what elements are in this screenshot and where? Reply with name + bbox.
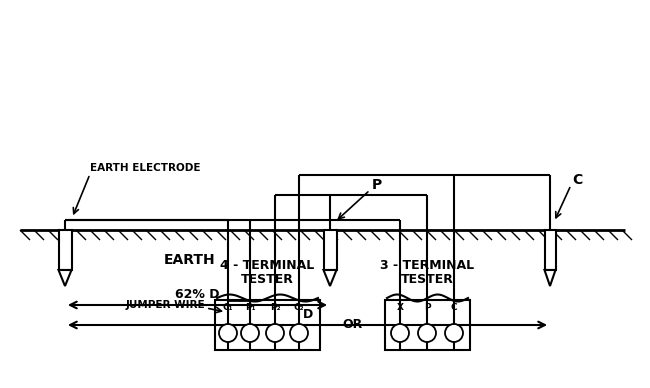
Circle shape	[241, 324, 259, 342]
Bar	[545, 230, 556, 270]
Text: EARTH: EARTH	[164, 253, 216, 267]
Circle shape	[445, 324, 463, 342]
Text: 62% D: 62% D	[176, 288, 220, 301]
Text: TESTER: TESTER	[241, 273, 294, 286]
Circle shape	[418, 324, 436, 342]
Bar	[324, 230, 337, 270]
Text: P: P	[424, 303, 430, 312]
Text: P₂: P₂	[270, 303, 280, 312]
Text: EARTH ELECTRODE: EARTH ELECTRODE	[90, 163, 200, 173]
Text: C₂: C₂	[294, 303, 304, 312]
Circle shape	[391, 324, 409, 342]
Text: P₁: P₁	[245, 303, 255, 312]
Polygon shape	[324, 270, 337, 286]
Bar	[58, 230, 72, 270]
Text: X: X	[396, 303, 404, 312]
Text: 3 - TERMINAL: 3 - TERMINAL	[380, 259, 474, 272]
Polygon shape	[545, 270, 556, 286]
Text: JUMPER WIRE: JUMPER WIRE	[125, 300, 205, 310]
Circle shape	[266, 324, 284, 342]
Polygon shape	[58, 270, 72, 286]
Circle shape	[290, 324, 308, 342]
Text: P: P	[372, 178, 382, 192]
Bar	[215, 300, 320, 350]
Text: C₁: C₁	[223, 303, 233, 312]
Bar	[385, 300, 470, 350]
Text: OR: OR	[343, 319, 363, 331]
Text: TESTER: TESTER	[401, 273, 454, 286]
Text: C: C	[450, 303, 458, 312]
Text: C: C	[572, 173, 582, 187]
Text: D: D	[302, 308, 313, 321]
Text: 4 - TERMINAL: 4 - TERMINAL	[220, 259, 315, 272]
Circle shape	[219, 324, 237, 342]
